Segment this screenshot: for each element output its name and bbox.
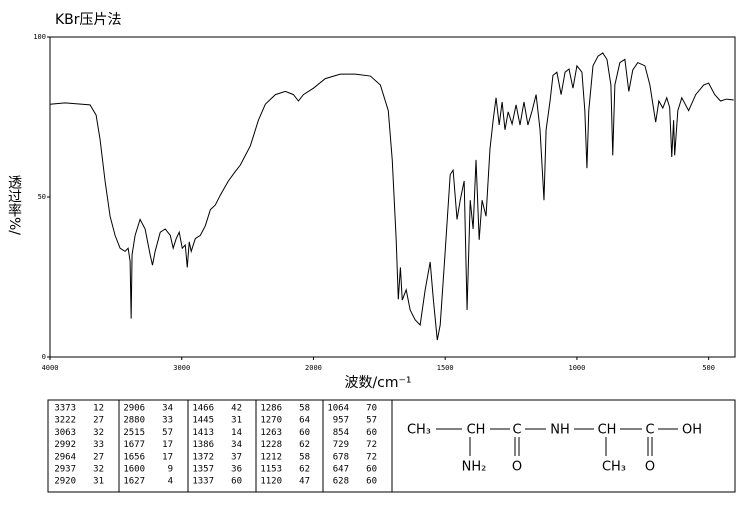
x-tick-label: 4000 bbox=[42, 364, 59, 372]
peak-transmittance: 32 bbox=[93, 428, 104, 438]
structure-group: CH bbox=[467, 423, 486, 438]
peak-transmittance: 58 bbox=[299, 404, 310, 414]
peak-transmittance: 14 bbox=[231, 428, 242, 438]
peak-wavenumber: 3063 bbox=[54, 428, 76, 438]
peak-wavenumber: 1153 bbox=[260, 465, 282, 475]
peak-transmittance: 57 bbox=[366, 416, 377, 426]
peak-wavenumber: 2964 bbox=[54, 452, 76, 462]
x-tick-label: 1500 bbox=[437, 364, 454, 372]
plot-frame bbox=[49, 36, 736, 358]
y-tick-label: 100 bbox=[33, 33, 46, 41]
peak-wavenumber: 2920 bbox=[54, 477, 76, 487]
peak-transmittance: 33 bbox=[162, 416, 173, 426]
x-tick-label: 3000 bbox=[173, 364, 190, 372]
peak-wavenumber: 3222 bbox=[54, 416, 76, 426]
peak-wavenumber: 2906 bbox=[123, 404, 145, 414]
peak-wavenumber: 2515 bbox=[123, 428, 145, 438]
peak-transmittance: 47 bbox=[299, 477, 310, 487]
peak-wavenumber: 3373 bbox=[54, 404, 76, 414]
structure-group: CH₃ bbox=[407, 423, 431, 438]
structure-group: C bbox=[645, 423, 654, 438]
structure-group: NH bbox=[550, 423, 570, 438]
peak-transmittance: 72 bbox=[366, 452, 377, 462]
peak-transmittance: 60 bbox=[366, 465, 377, 475]
x-tick-label: 2000 bbox=[305, 364, 322, 372]
peak-wavenumber: 1270 bbox=[260, 416, 282, 426]
peak-transmittance: 36 bbox=[231, 465, 242, 475]
structure-group: NH₂ bbox=[462, 460, 487, 475]
peak-wavenumber: 2937 bbox=[54, 465, 76, 475]
peak-wavenumber: 854 bbox=[333, 428, 349, 438]
peak-wavenumber: 628 bbox=[333, 477, 349, 487]
peak-transmittance: 60 bbox=[366, 428, 377, 438]
structure-bonds bbox=[436, 428, 678, 456]
peak-transmittance: 31 bbox=[93, 477, 104, 487]
peak-wavenumber: 1064 bbox=[327, 404, 349, 414]
peak-wavenumber: 1600 bbox=[123, 465, 145, 475]
structure-group: CH₃ bbox=[602, 460, 626, 475]
peak-wavenumber: 957 bbox=[333, 416, 349, 426]
peak-wavenumber: 2880 bbox=[123, 416, 145, 426]
peak-transmittance: 34 bbox=[231, 440, 242, 450]
peak-wavenumber: 1286 bbox=[260, 404, 282, 414]
peak-transmittance: 17 bbox=[162, 440, 173, 450]
peak-transmittance: 60 bbox=[231, 477, 242, 487]
peak-transmittance: 4 bbox=[168, 477, 173, 487]
x-tick-label: 1000 bbox=[568, 364, 585, 372]
peak-wavenumber: 2992 bbox=[54, 440, 76, 450]
peak-transmittance: 31 bbox=[231, 416, 242, 426]
structure-group: OH bbox=[682, 423, 702, 438]
structure-group: C bbox=[512, 423, 521, 438]
peak-wavenumber: 1372 bbox=[192, 452, 214, 462]
peak-transmittance: 57 bbox=[162, 428, 173, 438]
peak-wavenumber: 1413 bbox=[192, 428, 214, 438]
peak-transmittance: 12 bbox=[93, 404, 104, 414]
peak-transmittance: 70 bbox=[366, 404, 377, 414]
peak-wavenumber: 1337 bbox=[192, 477, 214, 487]
structure-group: O bbox=[512, 460, 522, 475]
peak-transmittance: 62 bbox=[299, 440, 310, 450]
peak-transmittance: 60 bbox=[299, 428, 310, 438]
peak-wavenumber: 729 bbox=[333, 440, 349, 450]
peak-transmittance: 62 bbox=[299, 465, 310, 475]
peak-transmittance: 72 bbox=[366, 440, 377, 450]
peak-wavenumber: 1656 bbox=[123, 452, 145, 462]
peak-transmittance: 9 bbox=[168, 465, 173, 475]
peak-wavenumber: 1263 bbox=[260, 428, 282, 438]
peak-transmittance: 17 bbox=[162, 452, 173, 462]
peak-wavenumber: 678 bbox=[333, 452, 349, 462]
peak-wavenumber: 1120 bbox=[260, 477, 282, 487]
x-tick-label: 500 bbox=[702, 364, 715, 372]
y-axis-label: 透过率%/ bbox=[6, 175, 22, 235]
peak-wavenumber: 1445 bbox=[192, 416, 214, 426]
peak-wavenumber: 647 bbox=[333, 465, 349, 475]
x-axis-label: 波数/cm⁻¹ bbox=[344, 375, 411, 391]
peak-transmittance: 58 bbox=[299, 452, 310, 462]
peak-transmittance: 34 bbox=[162, 404, 173, 414]
peak-wavenumber: 1386 bbox=[192, 440, 214, 450]
structure-group: O bbox=[645, 460, 655, 475]
peak-wavenumber: 1466 bbox=[192, 404, 214, 414]
peak-transmittance: 32 bbox=[93, 465, 104, 475]
peak-transmittance: 64 bbox=[299, 416, 310, 426]
y-tick-label: 50 bbox=[38, 193, 46, 201]
structure-group: CH bbox=[598, 423, 617, 438]
peak-wavenumber: 1228 bbox=[260, 440, 282, 450]
peak-transmittance: 42 bbox=[231, 404, 242, 414]
chart-title: KBr压片法 bbox=[55, 12, 122, 28]
peak-transmittance: 33 bbox=[93, 440, 104, 450]
spectrum-line bbox=[49, 52, 734, 341]
y-tick-label: 0 bbox=[42, 353, 46, 361]
peak-transmittance: 27 bbox=[93, 416, 104, 426]
peak-transmittance: 27 bbox=[93, 452, 104, 462]
peak-wavenumber: 1677 bbox=[123, 440, 145, 450]
peak-wavenumber: 1357 bbox=[192, 465, 214, 475]
peak-wavenumber: 1212 bbox=[260, 452, 282, 462]
peak-transmittance: 60 bbox=[366, 477, 377, 487]
peak-wavenumber: 1627 bbox=[123, 477, 145, 487]
peak-transmittance: 37 bbox=[231, 452, 242, 462]
